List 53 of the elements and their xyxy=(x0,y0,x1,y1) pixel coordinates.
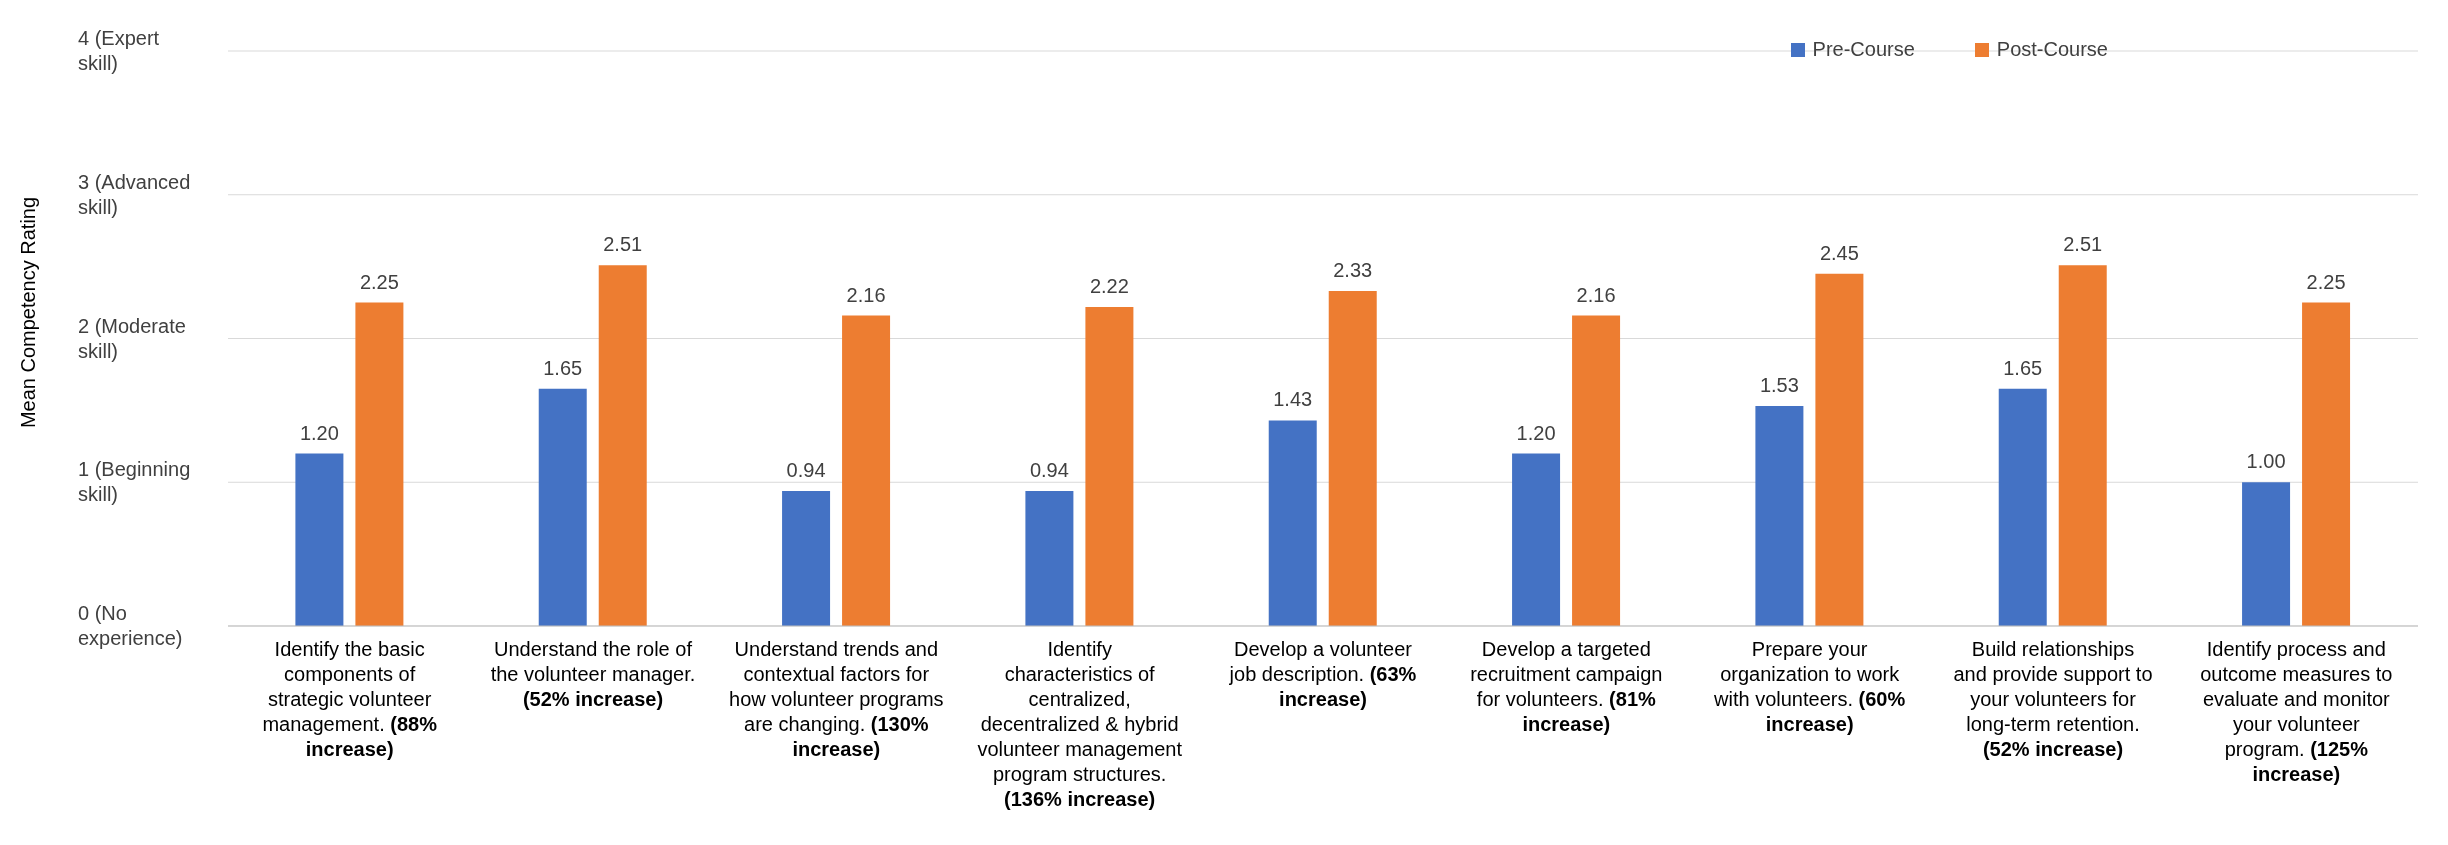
y-tick-label: 0 (No experience) xyxy=(78,602,183,649)
y-tick-label: 4 (Expert skill) xyxy=(78,27,160,74)
bar xyxy=(2242,482,2291,626)
category-label: Develop a volunteer job description. (63% increase) xyxy=(1229,638,1417,710)
category-label: Build relationships and provide support to your volunteers for long-term retention. (52% increase) xyxy=(1953,638,2153,760)
data-label: 2.51 xyxy=(603,233,643,256)
data-label: 2.33 xyxy=(1333,259,1373,282)
category-label: Identify process and outcome measures to evaluate and monitor your volunteer program. (125% increase) xyxy=(2200,638,2393,785)
category-label: Identify the basic components of strategic volunteer management. (88% increase) xyxy=(262,638,437,760)
legend-label: Post-Course xyxy=(1995,38,2108,61)
bar xyxy=(782,490,831,626)
data-label: 2.51 xyxy=(2063,233,2103,256)
y-tick-label: 1 (Beginning skill) xyxy=(78,458,191,506)
bar xyxy=(355,302,404,626)
data-label: 1.00 xyxy=(2246,450,2286,473)
bar xyxy=(2302,302,2351,626)
y-tick-label: 3 (Advanced skill) xyxy=(78,170,191,218)
data-label: 2.16 xyxy=(846,283,886,306)
bar xyxy=(1998,388,2047,626)
bar xyxy=(1572,315,1621,626)
data-label: 1.20 xyxy=(1516,421,1556,444)
data-label: 1.65 xyxy=(543,356,583,379)
bar xyxy=(1268,420,1317,626)
category-label: Understand trends and contextual factors for how volunteer programs are changing. (130% increase) xyxy=(729,638,944,760)
category-label: Prepare your organization to work with volunteers. (60% increase) xyxy=(1714,638,1906,735)
category-label: Develop a targeted recruitment campaign for volunteers. (81% increase) xyxy=(1470,638,1663,735)
data-label: 2.22 xyxy=(1089,274,1129,297)
bar xyxy=(538,388,587,626)
data-label: 1.43 xyxy=(1273,388,1313,411)
bar xyxy=(295,453,344,626)
category-label: Understand the role of the volunteer manager. (52% increase) xyxy=(490,638,696,710)
data-label: 2.16 xyxy=(1576,283,1616,306)
bar xyxy=(598,265,647,626)
bar xyxy=(1815,273,1864,626)
data-label: 2.45 xyxy=(1819,241,1859,264)
data-label: 1.65 xyxy=(2003,356,2043,379)
bar xyxy=(1025,490,1074,626)
bar xyxy=(1085,306,1134,626)
bar xyxy=(842,315,891,626)
bar xyxy=(1755,406,1804,626)
data-label: 0.94 xyxy=(786,458,826,481)
y-tick-label: 2 (Moderate skill) xyxy=(78,314,186,362)
bar xyxy=(2058,265,2107,626)
category-label: Identify characteristics of centralized, decentralized & hybrid volunteer management program structures. (136% increase) xyxy=(977,638,1182,810)
bar xyxy=(1512,453,1561,626)
data-label: 1.53 xyxy=(1759,374,1799,397)
data-label: 0.94 xyxy=(1029,458,1069,481)
legend-label: Pre-Course xyxy=(1811,38,1915,61)
bar xyxy=(1328,291,1377,626)
y-axis-title: Mean Competency Rating xyxy=(17,196,41,428)
data-label: 1.20 xyxy=(299,421,339,444)
data-label: 2.25 xyxy=(359,270,399,293)
data-label: 2.25 xyxy=(2306,270,2346,293)
